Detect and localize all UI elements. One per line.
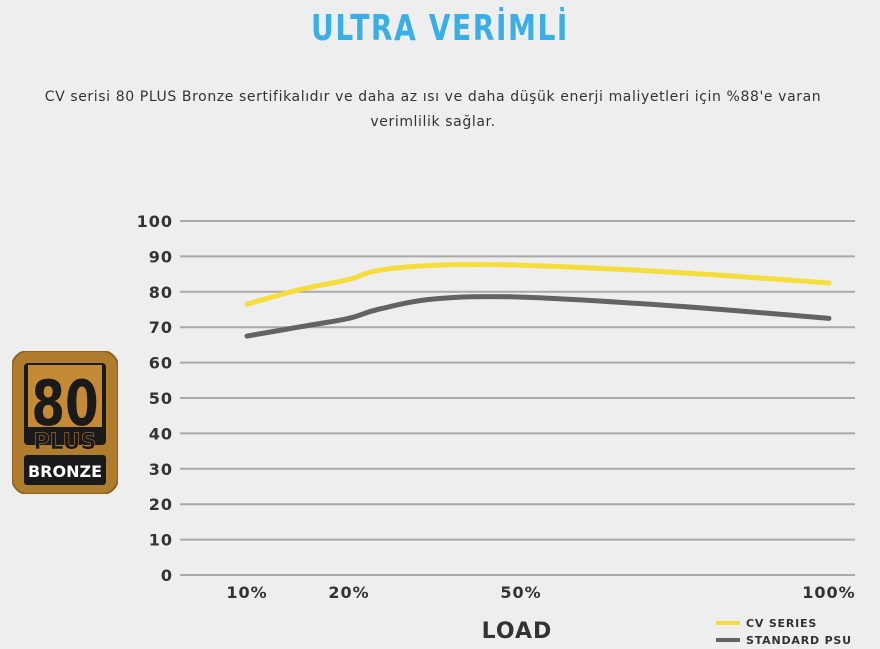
x-tick-label: 20%	[328, 583, 369, 602]
subtitle-line-1: CV serisi 80 PLUS Bronze sertifikalıdır …	[44, 89, 822, 105]
grid-layer	[180, 220, 855, 576]
legend-label: CV SERIES	[746, 617, 817, 630]
y-tick-label: 30	[149, 460, 173, 479]
x-tick-label: 50%	[500, 583, 541, 602]
y-tick-label: 90	[149, 247, 173, 266]
badge-tier: BRONZE	[28, 462, 102, 481]
y-tick-label: 0	[161, 566, 173, 585]
series-layer	[244, 261, 832, 339]
badge-plus: PLUS	[33, 430, 96, 455]
x-tick-label: 100%	[802, 583, 855, 602]
badge-number: 80	[31, 368, 98, 440]
x-axis-label: LOAD	[482, 619, 553, 644]
y-tick-label: 40	[149, 424, 173, 443]
y-tick-label: 80	[149, 283, 173, 302]
badge-number-panel	[28, 365, 102, 427]
80-plus-bronze-badge: 80 PLUS BRONZE	[12, 351, 118, 494]
series-line-cv-series	[244, 261, 832, 307]
y-tick-label: 100	[137, 212, 173, 231]
x-tick-label: 10%	[226, 583, 267, 602]
subtitle-line-2: verimlilik sağlar.	[370, 114, 496, 130]
y-tick-label: 50	[149, 389, 173, 408]
page-subtitle: CV serisi 80 PLUS Bronze sertifikalıdır …	[0, 85, 866, 135]
y-tick-label: 60	[149, 354, 173, 373]
y-tick-label: 70	[149, 318, 173, 337]
legend-label: STANDARD PSU	[746, 634, 852, 647]
legend: CV SERIES STANDARD PSU	[716, 617, 852, 647]
page-title: ULTRA VERİMLİ	[311, 8, 569, 49]
y-tick-label: 20	[149, 495, 173, 514]
series-line-standard-psu	[244, 294, 832, 339]
badge-tier-panel	[24, 455, 106, 485]
x-tick-labels: 10% 20% 50% 100%	[226, 583, 855, 602]
y-tick-label: 10	[149, 531, 173, 550]
y-tick-labels: 0 10 20 30 40 50 60 70 80 90 100	[137, 212, 173, 585]
